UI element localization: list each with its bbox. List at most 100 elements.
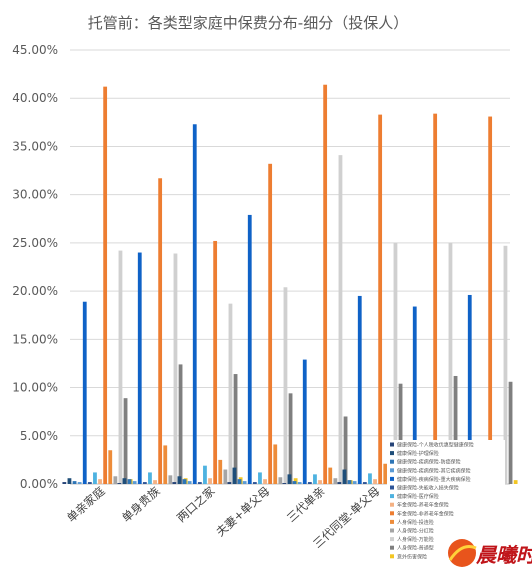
bar bbox=[263, 479, 267, 484]
bar bbox=[373, 479, 377, 484]
bar bbox=[292, 481, 297, 484]
legend-entry: 健康保险-护理保险 bbox=[397, 450, 439, 457]
bar bbox=[448, 242, 453, 484]
legend-swatch bbox=[390, 451, 394, 456]
bar bbox=[453, 375, 458, 484]
legend-entry: 年金保险-养老年金保险 bbox=[397, 502, 449, 509]
y-axis: 0.00% 5.00% 10.00% 15.00% 20.00% 25.00% 30.00%… bbox=[12, 43, 58, 491]
bar bbox=[247, 214, 252, 485]
bar bbox=[182, 479, 187, 484]
legend-entry: 人身保险-投连险 bbox=[397, 519, 434, 526]
bar bbox=[488, 116, 493, 485]
bar bbox=[328, 467, 333, 484]
bar bbox=[307, 482, 312, 484]
bar bbox=[93, 472, 97, 484]
bar bbox=[383, 463, 388, 484]
bar bbox=[343, 416, 348, 484]
bar bbox=[333, 478, 338, 484]
x-tick-label: 夫妻+单父母 bbox=[213, 484, 272, 539]
legend-swatch bbox=[390, 485, 394, 490]
bar bbox=[153, 480, 157, 484]
bar bbox=[503, 245, 508, 484]
bar bbox=[72, 481, 77, 484]
bar bbox=[242, 481, 247, 484]
bar bbox=[467, 294, 472, 484]
bar bbox=[318, 480, 322, 484]
bar bbox=[218, 459, 223, 484]
bar bbox=[187, 481, 192, 484]
legend-entry: 人身保险-万能险 bbox=[397, 536, 434, 543]
bar bbox=[203, 465, 207, 484]
bar bbox=[338, 155, 343, 484]
bar bbox=[208, 478, 212, 484]
y-tick-label: 0.00% bbox=[20, 477, 58, 491]
legend-swatch bbox=[390, 442, 394, 447]
legend-swatch bbox=[390, 545, 394, 550]
bar bbox=[433, 113, 438, 485]
y-tick-label: 15.00% bbox=[12, 332, 58, 346]
bar bbox=[288, 393, 293, 484]
bar bbox=[62, 482, 67, 484]
watermark-logo: 晨曦时尚 bbox=[448, 539, 532, 567]
legend: 健康保险-个人税收优惠型健康保险健康保险-护理保险健康保险-疾病保险-防癌保险健… bbox=[387, 440, 505, 565]
legend-swatch bbox=[390, 494, 394, 499]
bar bbox=[227, 482, 232, 484]
bar bbox=[378, 114, 383, 485]
y-tick-label: 35.00% bbox=[12, 139, 58, 153]
legend-swatch bbox=[390, 537, 394, 542]
bar bbox=[223, 469, 228, 484]
bar bbox=[192, 124, 197, 485]
legend-swatch bbox=[390, 511, 394, 516]
x-tick-label: 三代单亲 bbox=[284, 484, 328, 525]
bar bbox=[123, 398, 128, 484]
legend-swatch bbox=[390, 528, 394, 533]
bar bbox=[278, 477, 283, 484]
bar bbox=[213, 240, 218, 484]
legend-entry: 健康保险-疾病保险-防癌保险 bbox=[397, 459, 461, 466]
bar bbox=[362, 482, 367, 484]
bar bbox=[273, 444, 278, 484]
bar bbox=[232, 467, 237, 484]
bar bbox=[173, 253, 178, 484]
legend-box bbox=[387, 440, 505, 565]
y-tick-label: 25.00% bbox=[12, 236, 58, 250]
bar bbox=[398, 383, 403, 484]
bar bbox=[197, 482, 202, 484]
bar bbox=[282, 483, 287, 484]
y-tick-label: 10.00% bbox=[12, 381, 58, 395]
bar bbox=[302, 359, 307, 484]
bar bbox=[258, 472, 262, 484]
bar bbox=[163, 445, 168, 484]
bar bbox=[287, 474, 292, 484]
bar bbox=[323, 84, 328, 484]
bar bbox=[508, 381, 513, 484]
legend-swatch bbox=[390, 459, 394, 464]
bar bbox=[337, 482, 342, 484]
x-tick-label: 单身贵族 bbox=[119, 483, 163, 525]
bar bbox=[127, 479, 132, 484]
legend-entry: 健康保险-个人税收优惠型健康保险 bbox=[397, 442, 474, 449]
bar bbox=[177, 476, 182, 484]
chart-title: 托管前：各类型家庭中保费分布-细分（投保人） bbox=[88, 14, 408, 32]
bar bbox=[168, 475, 173, 484]
bar bbox=[67, 478, 72, 484]
bar bbox=[103, 86, 108, 484]
grid-lines bbox=[70, 49, 510, 485]
legend-entry: 健康保险-医疗保险 bbox=[397, 493, 439, 500]
watermark-sun-icon bbox=[448, 539, 476, 567]
bar bbox=[87, 482, 92, 484]
bar bbox=[268, 163, 273, 484]
bar bbox=[357, 295, 362, 484]
y-tick-label: 40.00% bbox=[12, 91, 58, 105]
x-tick-label: 单亲家庭 bbox=[64, 483, 108, 525]
legend-entry: 意外伤害保险 bbox=[397, 553, 427, 560]
watermark-text: 晨曦时尚 bbox=[475, 543, 532, 567]
bar bbox=[347, 480, 352, 484]
legend-entry: 健康保险-疾病保险-其它疾病保险 bbox=[397, 467, 471, 474]
bar bbox=[77, 482, 82, 484]
bar bbox=[108, 450, 113, 484]
y-tick-label: 5.00% bbox=[20, 429, 58, 443]
bar bbox=[98, 479, 102, 484]
bar bbox=[148, 472, 152, 484]
